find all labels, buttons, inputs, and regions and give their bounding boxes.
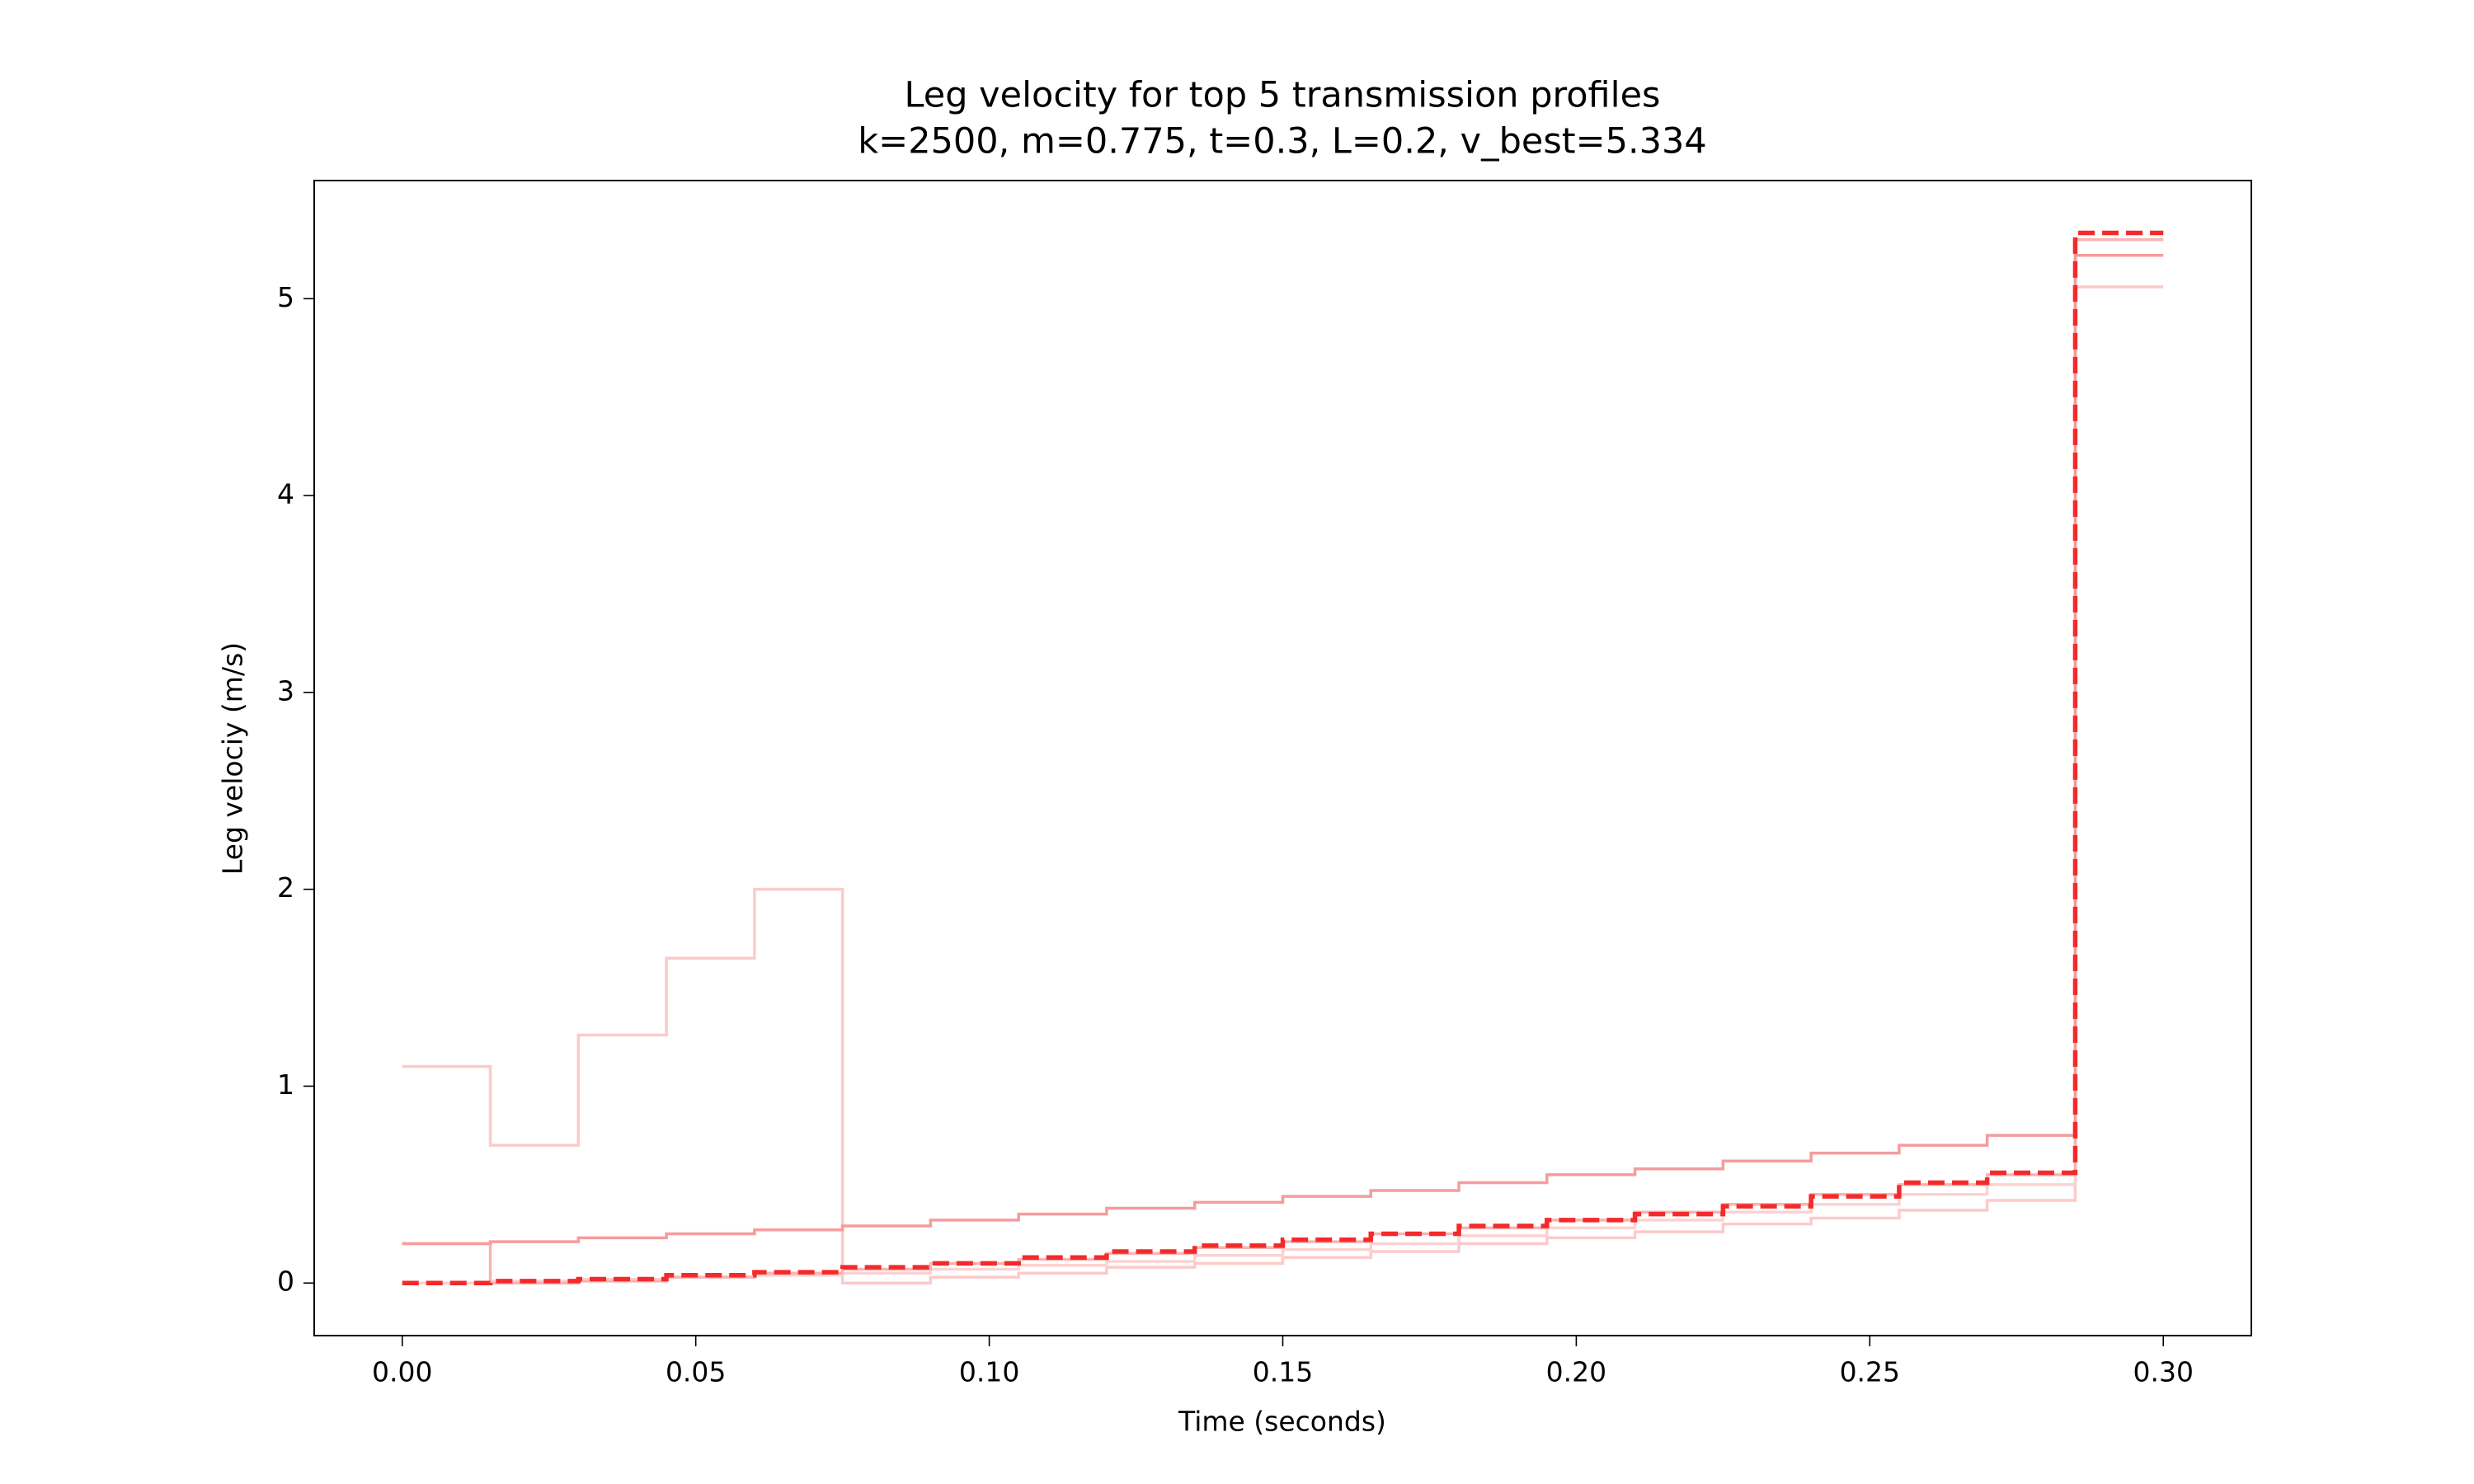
x-tick-label: 0.10 (959, 1356, 1019, 1388)
y-tick-label: 1 (277, 1068, 294, 1101)
chart-title: Leg velocity for top 5 transmission prof… (905, 75, 1661, 116)
step-line (402, 230, 2164, 1285)
y-tick-label: 2 (277, 871, 294, 904)
plot-frame (313, 180, 2252, 1336)
y-tick-label: 0 (277, 1266, 294, 1298)
y-tick-label: 3 (277, 674, 294, 707)
x-tick-label: 0.00 (372, 1356, 432, 1388)
step-line (402, 253, 2164, 1246)
y-axis-label: Leg velociy (m/s) (217, 642, 249, 875)
x-tick-label: 0.20 (1546, 1356, 1606, 1388)
x-tick-label: 0.15 (1253, 1356, 1313, 1388)
y-tick-label: 5 (277, 281, 294, 313)
y-tick-label: 4 (277, 478, 294, 510)
x-axis-label: Time (seconds) (1178, 1406, 1386, 1438)
step-line (402, 237, 2164, 1284)
x-tick-label: 0.25 (1840, 1356, 1900, 1388)
x-tick-label: 0.05 (666, 1356, 726, 1388)
step-line (402, 285, 2164, 1284)
step-line (402, 237, 2164, 1284)
chart-subtitle: k=2500, m=0.775, t=0.3, L=0.2, v_best=5.… (858, 121, 1706, 162)
x-tick-label: 0.30 (2133, 1356, 2193, 1388)
